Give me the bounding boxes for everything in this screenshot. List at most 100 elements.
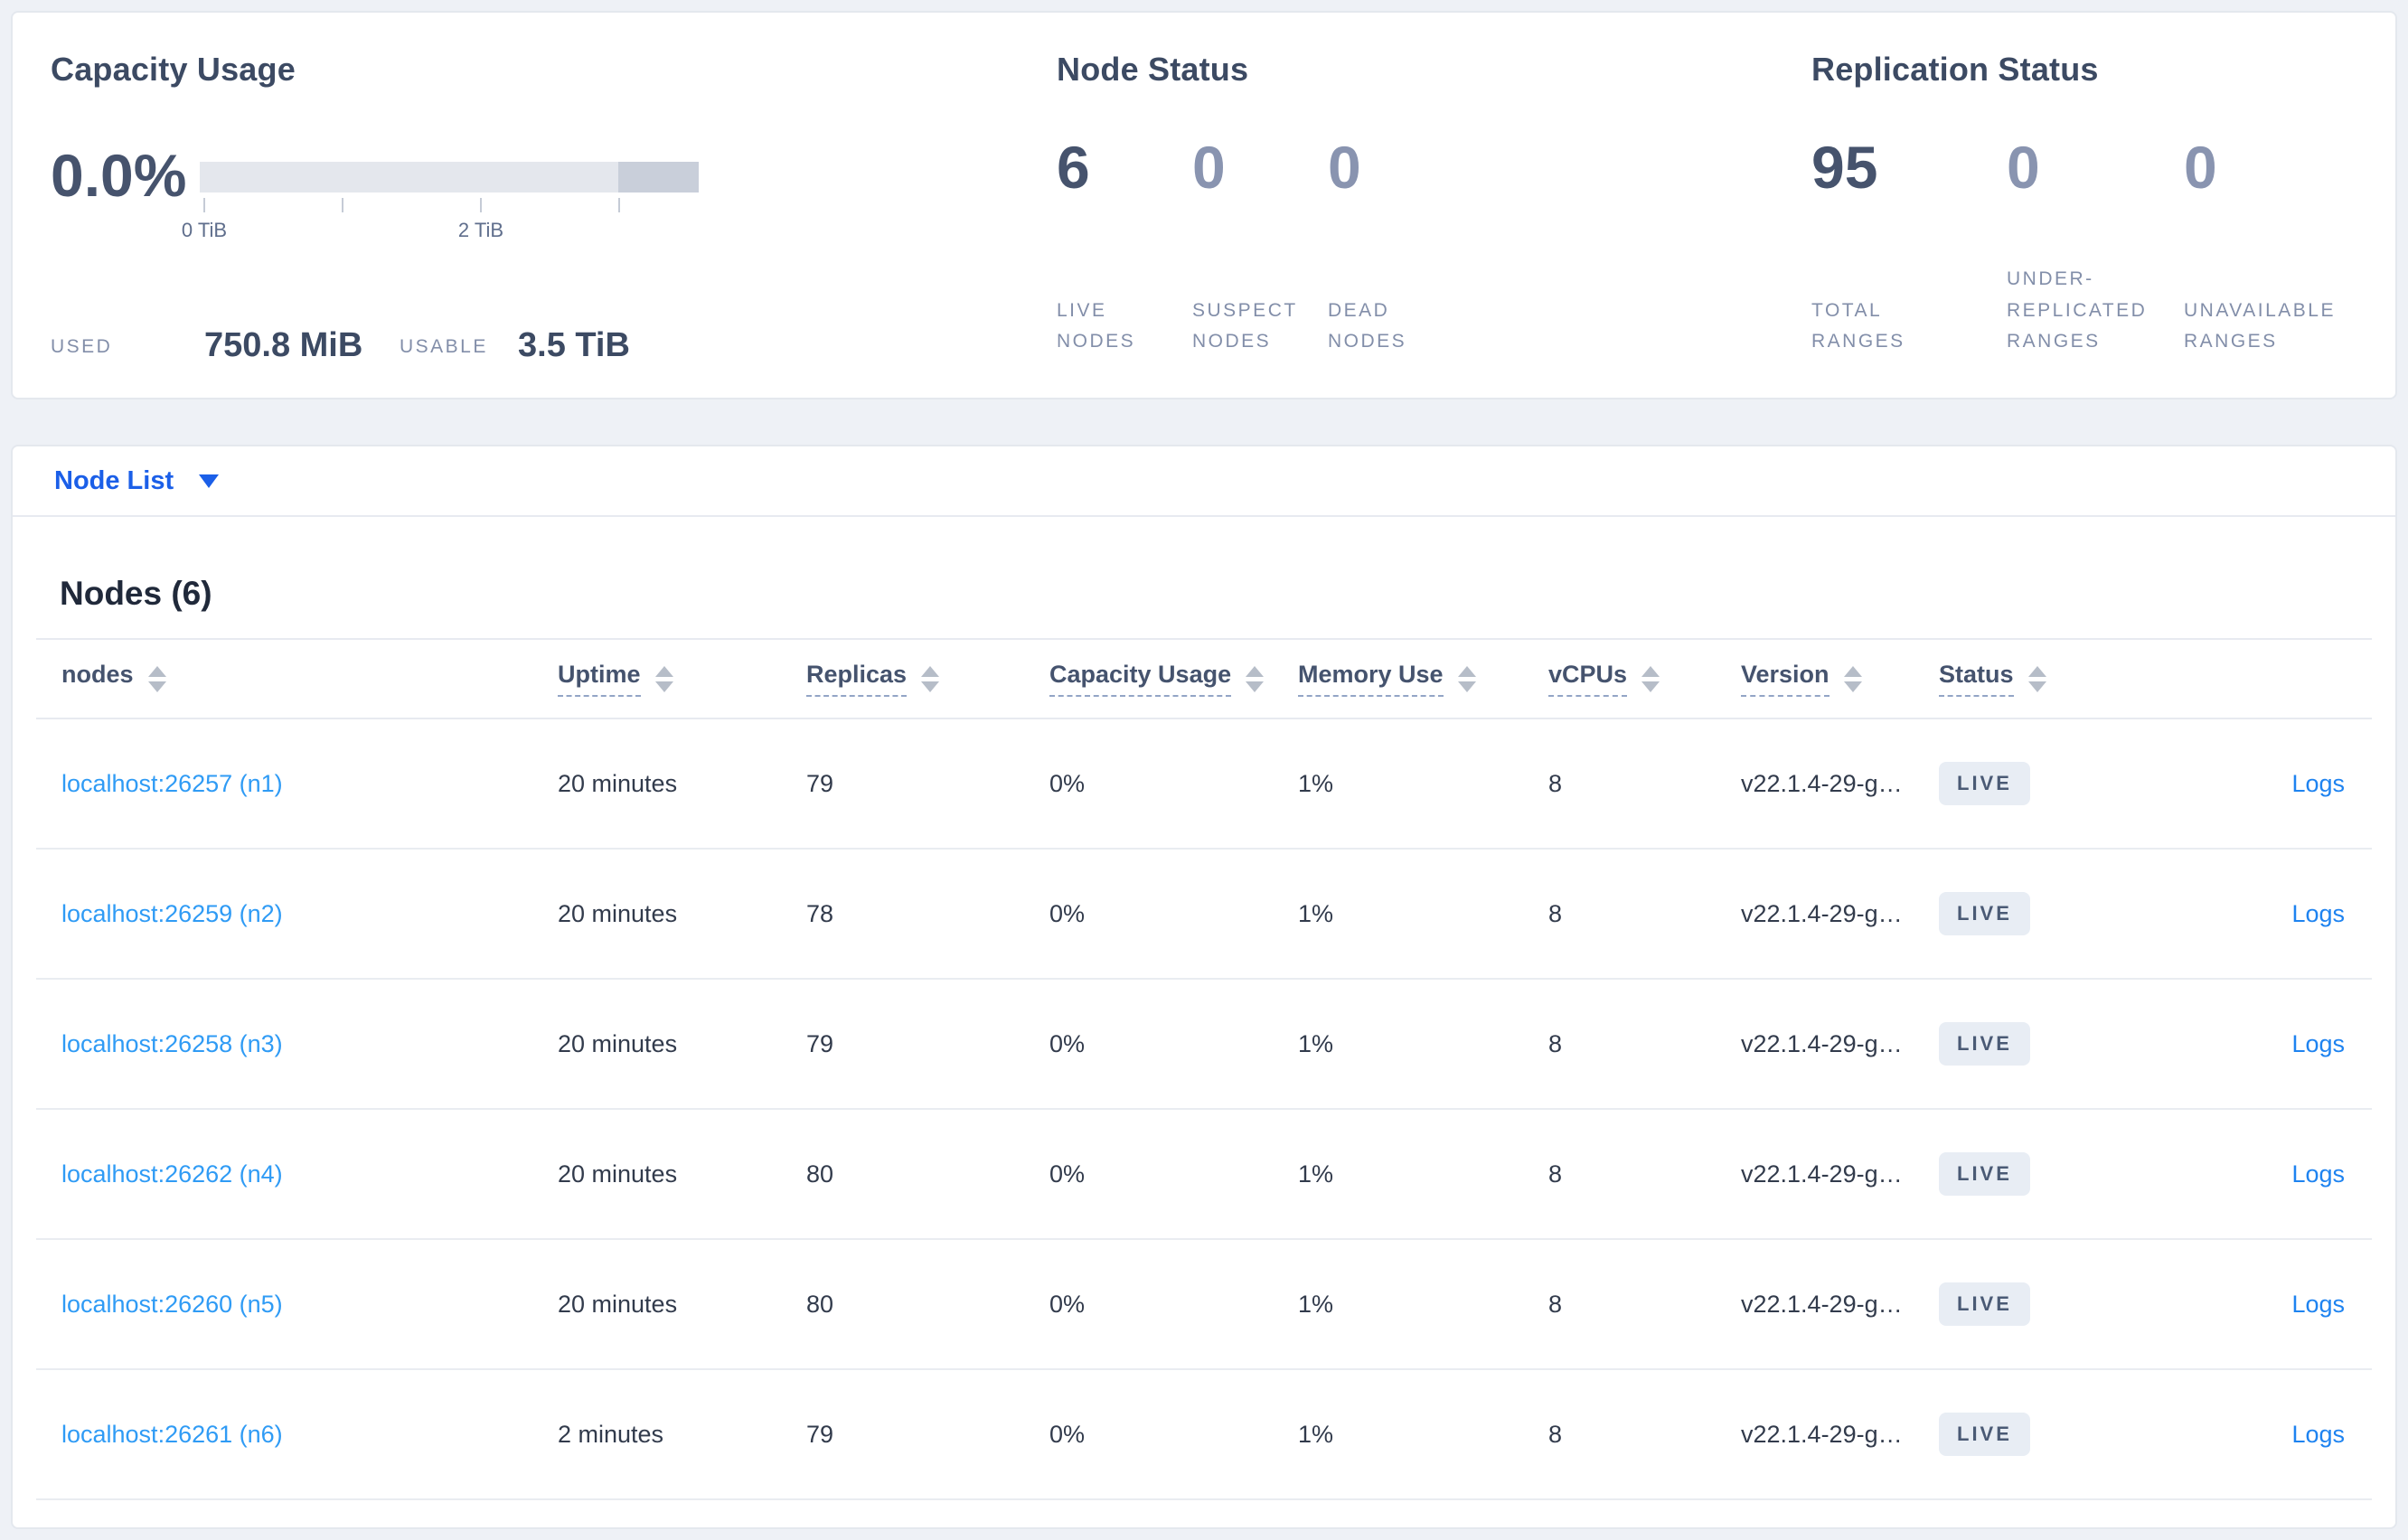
memory-use-cell: 1% bbox=[1298, 769, 1334, 797]
replicas-cell: 78 bbox=[806, 899, 834, 927]
replication-values: 95 0 0 bbox=[1811, 137, 2374, 197]
capacity-usage-cell: 0% bbox=[1049, 899, 1086, 927]
usable-label: USABLE bbox=[400, 336, 488, 357]
column-header-label[interactable]: Memory Use bbox=[1298, 661, 1444, 697]
sort-icon[interactable] bbox=[1457, 665, 1476, 692]
column-header-label[interactable]: vCPUs bbox=[1548, 661, 1628, 697]
vcpus-cell: 8 bbox=[1548, 1160, 1563, 1188]
capacity-used-row: USED 750.8 MiB USABLE 3.5 TiB bbox=[13, 311, 2395, 367]
capacity-usage-cell: 0% bbox=[1049, 1290, 1086, 1318]
memory-use-cell: 1% bbox=[1298, 1029, 1334, 1057]
live-nodes-value: 6 bbox=[1057, 134, 1090, 201]
sort-icon[interactable] bbox=[1641, 665, 1660, 692]
sort-icon[interactable] bbox=[921, 665, 940, 692]
vcpus-cell: 8 bbox=[1548, 899, 1563, 927]
capacity-bar-dark-segment bbox=[618, 162, 699, 192]
unavailable-ranges-label: UNAVAILABLE RANGES bbox=[2184, 299, 2336, 352]
replicas-cell: 79 bbox=[806, 769, 834, 797]
memory-use-cell: 1% bbox=[1298, 1160, 1334, 1188]
column-header-uptime: Uptime bbox=[558, 661, 806, 697]
live-nodes-label: LIVE NODES bbox=[1057, 299, 1136, 352]
column-header-label[interactable]: Uptime bbox=[558, 661, 641, 697]
under-replicated-ranges-label: UNDER- REPLICATED RANGES bbox=[2007, 268, 2148, 352]
version-cell: v22.1.4-29-g… bbox=[1741, 1420, 1903, 1448]
node-link[interactable]: localhost:26262 (n4) bbox=[61, 1160, 283, 1188]
dead-nodes-label: DEAD NODES bbox=[1328, 299, 1407, 352]
node-list-dropdown[interactable]: Node List bbox=[13, 446, 2395, 517]
total-ranges-value: 95 bbox=[1811, 134, 1878, 201]
suspect-nodes-value: 0 bbox=[1192, 134, 1226, 201]
sort-icon[interactable] bbox=[1843, 665, 1862, 692]
column-header-label[interactable]: Status bbox=[1939, 661, 2014, 697]
capacity-percent-value: 0.0% bbox=[51, 142, 187, 209]
replication-labels: TOTAL RANGES UNDER- REPLICATED RANGES UN… bbox=[1811, 268, 2374, 358]
table-row: localhost:26257 (n1) 20 minutes 79 0% 1%… bbox=[36, 719, 2372, 850]
uptime-cell: 2 minutes bbox=[558, 1420, 664, 1448]
cluster-summary-card: Capacity Usage 0.0% 0 TiB 2 TiB USED 750… bbox=[11, 11, 2397, 399]
logs-link[interactable]: Logs bbox=[2291, 1160, 2345, 1188]
memory-use-cell: 1% bbox=[1298, 899, 1334, 927]
vcpus-cell: 8 bbox=[1548, 1290, 1563, 1318]
table-header-row: nodes Uptime Replicas Capacity Usage Mem… bbox=[36, 640, 2372, 719]
replicas-cell: 80 bbox=[806, 1160, 834, 1188]
node-link[interactable]: localhost:26257 (n1) bbox=[61, 769, 283, 797]
sort-icon[interactable] bbox=[1246, 665, 1265, 692]
capacity-axis-label: 0 TiB bbox=[181, 219, 228, 241]
column-header-vcpus: vCPUs bbox=[1548, 661, 1741, 697]
node-link[interactable]: localhost:26260 (n5) bbox=[61, 1290, 283, 1318]
logs-link[interactable]: Logs bbox=[2291, 1290, 2345, 1318]
unavailable-ranges-value: 0 bbox=[2184, 134, 2217, 201]
uptime-cell: 20 minutes bbox=[558, 1160, 678, 1188]
sort-icon[interactable] bbox=[147, 665, 166, 692]
version-cell: v22.1.4-29-g… bbox=[1741, 1029, 1903, 1057]
node-link[interactable]: localhost:26258 (n3) bbox=[61, 1029, 283, 1057]
used-value: 750.8 MiB bbox=[204, 326, 363, 364]
capacity-usage-cell: 0% bbox=[1049, 1029, 1086, 1057]
column-header-label[interactable]: Version bbox=[1741, 661, 1830, 697]
logs-link[interactable]: Logs bbox=[2291, 769, 2345, 797]
table-row: localhost:26258 (n3) 20 minutes 79 0% 1%… bbox=[36, 980, 2372, 1110]
chevron-down-icon bbox=[199, 474, 220, 488]
column-header-label[interactable]: Replicas bbox=[806, 661, 908, 697]
version-cell: v22.1.4-29-g… bbox=[1741, 899, 1903, 927]
under-replicated-ranges-value: 0 bbox=[2007, 134, 2040, 201]
capacity-bar bbox=[200, 162, 699, 192]
memory-use-cell: 1% bbox=[1298, 1420, 1334, 1448]
sort-icon[interactable] bbox=[654, 665, 673, 692]
total-ranges-label: TOTAL RANGES bbox=[1811, 299, 1905, 352]
node-status-labels: LIVE NODES SUSPECT NODES DEAD NODES bbox=[1057, 268, 1463, 358]
vcpus-cell: 8 bbox=[1548, 1420, 1563, 1448]
memory-use-cell: 1% bbox=[1298, 1290, 1334, 1318]
table-row: localhost:26262 (n4) 20 minutes 80 0% 1%… bbox=[36, 1110, 2372, 1240]
vcpus-cell: 8 bbox=[1548, 769, 1563, 797]
sort-icon[interactable] bbox=[2027, 665, 2046, 692]
node-link[interactable]: localhost:26261 (n6) bbox=[61, 1420, 283, 1448]
status-badge: LIVE bbox=[1939, 1282, 2030, 1326]
uptime-cell: 20 minutes bbox=[558, 1290, 678, 1318]
node-list-dropdown-label: Node List bbox=[54, 465, 174, 495]
logs-link[interactable]: Logs bbox=[2291, 1029, 2345, 1057]
capacity-usage-cell: 0% bbox=[1049, 1420, 1086, 1448]
capacity-axis-tick bbox=[203, 198, 205, 212]
capacity-axis-tick bbox=[480, 198, 482, 212]
suspect-nodes-label: SUSPECT NODES bbox=[1192, 299, 1298, 352]
node-status-values: 6 0 0 bbox=[1057, 137, 1463, 197]
node-link[interactable]: localhost:26259 (n2) bbox=[61, 899, 283, 927]
version-cell: v22.1.4-29-g… bbox=[1741, 1160, 1903, 1188]
capacity-usage-title: Capacity Usage bbox=[51, 51, 296, 88]
status-badge: LIVE bbox=[1939, 1152, 2030, 1196]
capacity-usage-cell: 0% bbox=[1049, 769, 1086, 797]
logs-link[interactable]: Logs bbox=[2291, 899, 2345, 927]
used-label: USED bbox=[51, 336, 113, 357]
uptime-cell: 20 minutes bbox=[558, 1029, 678, 1057]
logs-link[interactable]: Logs bbox=[2291, 1420, 2345, 1448]
vcpus-cell: 8 bbox=[1548, 1029, 1563, 1057]
capacity-axis-label: 2 TiB bbox=[457, 219, 504, 241]
status-badge: LIVE bbox=[1939, 762, 2030, 805]
node-list-card: Node List Nodes (6) nodes Uptime Replica… bbox=[11, 445, 2397, 1529]
column-header-label[interactable]: nodes bbox=[61, 661, 134, 688]
usable-value: 3.5 TiB bbox=[518, 326, 630, 364]
status-badge: LIVE bbox=[1939, 1413, 2030, 1456]
column-header-label[interactable]: Capacity Usage bbox=[1049, 661, 1232, 697]
